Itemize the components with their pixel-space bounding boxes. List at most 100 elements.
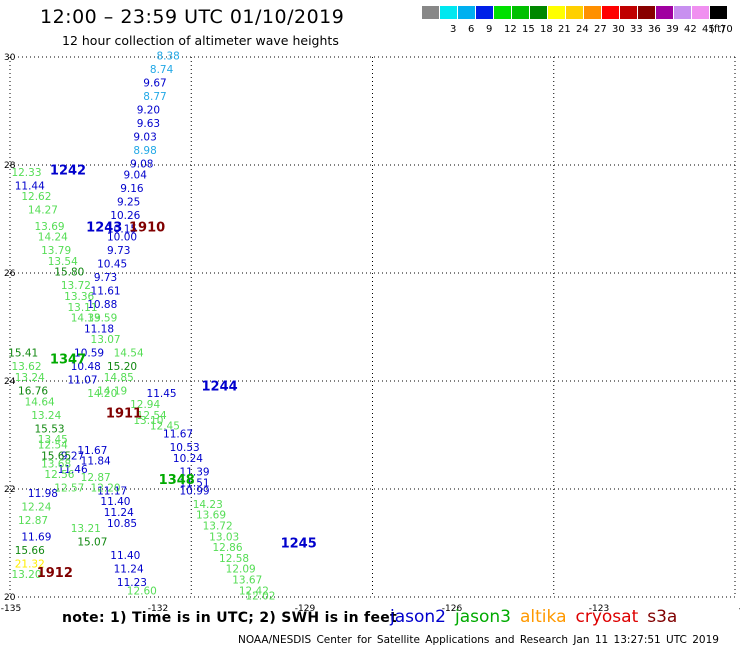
wave-height-value: 11.18	[84, 323, 114, 335]
wave-height-value: 11.07	[67, 375, 97, 387]
scale-unit: (ft)	[710, 24, 726, 35]
wave-height-value: 15.20	[107, 361, 137, 373]
wave-height-value: 14.39	[71, 313, 101, 325]
wave-height-value: 13.24	[31, 410, 61, 422]
y-tick-label: 30	[4, 53, 16, 63]
wave-height-value: 13.79	[41, 245, 71, 257]
wave-height-value: 10.15	[107, 224, 137, 236]
legend-entry: jason2	[390, 607, 446, 627]
pass-number-label: 1910	[129, 220, 165, 235]
wave-height-value: 12.56	[44, 469, 74, 481]
scale-swatch	[638, 6, 655, 19]
wave-height-value: 12.02	[245, 591, 275, 603]
pass-number-label: 1348	[159, 473, 195, 488]
wave-height-value: 12.86	[212, 542, 242, 554]
pass-number-label: 1244	[201, 380, 237, 395]
wave-height-value: 10.88	[87, 299, 117, 311]
wave-height-value: 9.25	[117, 197, 140, 209]
wave-height-value: 11.84	[81, 456, 111, 468]
wave-height-value: 12.54	[38, 440, 68, 452]
x-tick-label: -132	[148, 604, 168, 614]
wave-height-value: 13.72	[61, 280, 91, 292]
wave-height-value: 13.11	[67, 302, 97, 314]
wave-height-value: 14.24	[38, 232, 68, 244]
wave-height-value: 11.46	[58, 464, 88, 476]
wave-height-value: 12.42	[239, 585, 269, 597]
wave-height-value: 14.54	[114, 348, 144, 360]
satellite-legend: jason2 jason3 altika cryosat s3a	[390, 607, 686, 627]
scale-tick-label: 39	[666, 24, 679, 35]
wave-height-value: 11.23	[117, 577, 147, 589]
scale-swatch	[422, 6, 439, 19]
legend-entry: cryosat	[575, 607, 639, 627]
wave-height-value: 13.72	[203, 521, 233, 533]
wave-height-value: 11.51	[180, 477, 210, 489]
scale-tick-label: 15	[522, 24, 535, 35]
wave-height-value: 8.38	[156, 51, 179, 63]
wave-height-value: 11.17	[97, 485, 127, 497]
y-tick-label: 22	[4, 485, 15, 495]
scale-swatch	[548, 6, 565, 19]
scale-swatch	[476, 6, 493, 19]
wave-height-value: 12.94	[130, 399, 160, 411]
wave-height-value: 13.67	[232, 575, 262, 587]
wave-height-value: 14.20	[87, 388, 117, 400]
pass-number-label: 1912	[37, 566, 73, 581]
scale-tick-label: 45	[702, 24, 715, 35]
scale-tick-label: 70	[720, 24, 733, 35]
wave-height-value: 9.16	[120, 183, 144, 195]
scale-tick-label: 9	[486, 24, 493, 35]
scale-swatch	[674, 6, 691, 19]
wave-height-value: 14.85	[104, 372, 134, 384]
scale-tick-label: 3	[450, 24, 457, 35]
x-tick-label: -12	[739, 604, 740, 614]
wave-height-value: 14.64	[25, 396, 55, 408]
wave-height-value: 15.66	[15, 545, 45, 557]
pass-number-label: 1243	[86, 220, 122, 235]
wave-height-value: 12.60	[127, 585, 157, 597]
wave-height-value: 15.65	[41, 450, 71, 462]
scale-tick-label: 27	[594, 24, 607, 35]
wave-height-value: 11.24	[104, 507, 134, 519]
wave-height-value: 10.85	[107, 518, 137, 530]
wave-height-value: 11.39	[180, 467, 210, 479]
wave-height-value: 13.24	[15, 372, 45, 384]
wave-height-value: 10.48	[71, 361, 101, 373]
wave-height-value: 14.27	[28, 205, 58, 217]
wave-height-value: 11.67	[77, 445, 107, 457]
wave-height-value: 11.44	[15, 180, 45, 192]
scale-swatch	[656, 6, 673, 19]
wave-height-value: 12.20	[91, 483, 121, 495]
scale-swatch	[710, 6, 727, 19]
y-tick-label: 26	[4, 269, 16, 279]
wave-height-value: 12.54	[137, 410, 167, 422]
wave-height-value: 9.27	[61, 450, 84, 462]
wave-height-value: 12.24	[21, 502, 51, 514]
wave-height-value: 10.53	[170, 442, 200, 454]
scale-tick-label: 12	[504, 24, 517, 35]
x-tick-label: -126	[442, 604, 463, 614]
legend-entry: s3a	[647, 607, 678, 627]
pass-number-label: 1911	[106, 407, 142, 422]
scale-tick-label: 24	[576, 24, 589, 35]
wave-height-value: 9.08	[130, 159, 153, 171]
pass-number-label: 1347	[50, 353, 86, 368]
pass-number-label: 1245	[281, 536, 317, 551]
wave-height-value: 15.80	[54, 267, 84, 279]
y-tick-label: 28	[4, 161, 16, 171]
wave-height-value: 9.73	[107, 245, 130, 257]
wave-height-value: 9.03	[133, 132, 156, 144]
legend-entry: altika	[520, 607, 567, 627]
wave-height-value: 11.40	[110, 550, 140, 562]
x-tick-label: -123	[589, 604, 609, 614]
y-tick-label: 24	[4, 377, 16, 387]
scale-tick-label: 30	[612, 24, 625, 35]
wave-height-value: 13.45	[38, 434, 68, 446]
wave-height-value: 13.69	[196, 510, 226, 522]
legend-entry: jason3	[455, 607, 511, 627]
wave-height-value: 11.98	[28, 488, 58, 500]
wave-height-value: 12.87	[18, 515, 48, 527]
wave-height-value: 12.45	[150, 421, 180, 433]
scale-swatch	[440, 6, 457, 19]
